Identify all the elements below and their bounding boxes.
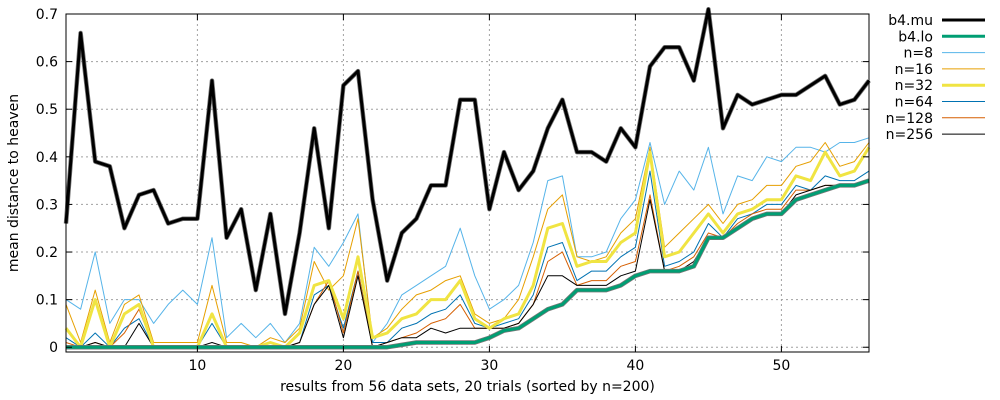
y-tick-label: 0.3: [36, 197, 58, 213]
legend-label-b4-mu: b4.mu: [888, 13, 933, 29]
series-b4-lo-line: [66, 179, 870, 349]
series-n-256-line: [66, 180, 870, 348]
legend-label-n-8: n=8: [903, 46, 933, 62]
legend-label-n-128: n=128: [886, 111, 933, 127]
x-tick-label: 20: [334, 358, 352, 374]
series-b4-lo-halo: [66, 178, 870, 350]
series-n-8-line: [65, 137, 870, 343]
legend-label-b4-lo: b4.lo: [898, 29, 933, 45]
x-axis-label: results from 56 data sets, 20 trials (so…: [280, 379, 655, 395]
x-tick-label: 50: [772, 358, 790, 374]
y-tick-label: 0.5: [36, 102, 58, 118]
series-b4-mu-line: [64, 7, 871, 316]
x-tick-label: 30: [480, 358, 498, 374]
y-tick-label: 0.1: [36, 293, 58, 309]
x-tick-label: 40: [626, 358, 644, 374]
series-b4-mu-halo: [63, 6, 871, 317]
y-tick-label: 0.7: [36, 7, 58, 23]
series-n-16-line: [65, 142, 870, 348]
y-tick-label: 0: [49, 340, 58, 356]
x-tick-label: 10: [188, 358, 206, 374]
legend-label-n-64: n=64: [895, 95, 934, 111]
y-axis-ticks: 0 0.1 0.2 0.3 0.4 0.5 0.6 0.7: [36, 7, 869, 356]
y-tick-label: 0.6: [36, 55, 58, 71]
x-axis-ticks: 10 20 30 40 50: [188, 14, 790, 374]
y-axis-label: mean distance to heaven: [6, 94, 22, 272]
y-tick-label: 0.4: [36, 150, 58, 166]
legend-label-n-256: n=256: [886, 127, 933, 143]
plot-frame: [65, 13, 870, 353]
y-tick-label: 0.2: [36, 245, 58, 261]
series-n-64-line: [65, 170, 870, 348]
legend-label-n-16: n=16: [895, 62, 934, 78]
legend-label-n-32: n=32: [895, 78, 933, 94]
series-n-32-line: [64, 146, 871, 349]
series-lines: [63, 6, 871, 350]
series-n-128-line: [65, 180, 870, 348]
